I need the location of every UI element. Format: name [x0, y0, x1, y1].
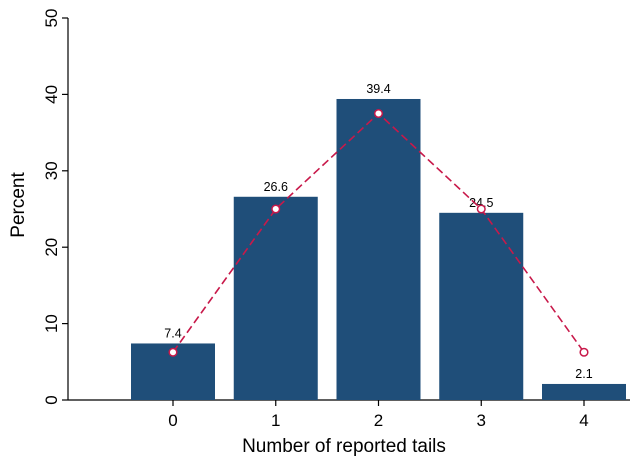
bar: [439, 212, 524, 400]
x-tick-label: 1: [271, 411, 280, 430]
expected-line-series: [168, 108, 589, 357]
data-labels: 7.4 26.6 39.4 24.5 2.1: [164, 82, 592, 381]
bar: [542, 383, 626, 400]
bar: [336, 98, 421, 400]
line-point: [271, 204, 281, 214]
y-tick-label: 50: [42, 9, 61, 28]
bar-data-label: 2.1: [575, 367, 592, 381]
y-tick-label: 40: [42, 85, 61, 104]
x-axis: 0 1 2 3 4: [68, 399, 630, 430]
y-tick-label: 0: [42, 395, 61, 404]
y-tick-label: 20: [42, 238, 61, 257]
x-tick-label: 4: [579, 411, 588, 430]
x-axis-title: Number of reported tails: [242, 436, 446, 456]
bar-data-label: 24.5: [469, 196, 493, 210]
bar-data-label: 39.4: [366, 82, 390, 96]
bar-data-label: 7.4: [164, 326, 181, 340]
y-tick-label: 10: [42, 314, 61, 333]
line-point: [476, 204, 486, 214]
y-axis: 0 10 20 30 40 50: [42, 9, 69, 405]
x-tick-label: 3: [477, 411, 486, 430]
bar: [233, 196, 318, 400]
x-tick-label: 0: [168, 411, 177, 430]
y-tick-label: 30: [42, 161, 61, 180]
bar-data-label: 26.6: [264, 180, 288, 194]
x-tick-label: 2: [374, 411, 383, 430]
line-point: [373, 108, 384, 119]
bars: [131, 98, 626, 400]
y-axis-title: Percent: [8, 172, 29, 238]
line-point: [168, 347, 178, 357]
line-point: [579, 347, 589, 357]
